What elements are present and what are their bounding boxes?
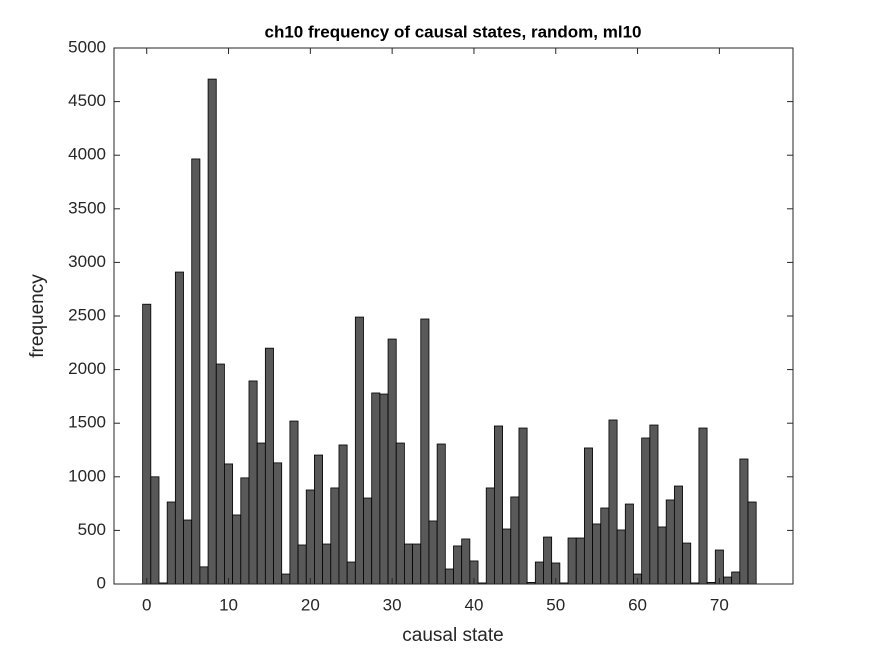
x-tick-label: 0 (142, 595, 151, 614)
bar (322, 543, 332, 585)
bar (363, 497, 373, 585)
bar (297, 544, 307, 585)
bar (215, 363, 225, 585)
bar (207, 78, 217, 585)
x-tick-label: 60 (628, 595, 647, 614)
bar (583, 447, 593, 585)
bar (371, 392, 381, 585)
bar (248, 380, 258, 585)
y-tick-label: 1500 (68, 413, 106, 432)
x-tick-label: 30 (383, 595, 402, 614)
y-tick-label: 2000 (68, 359, 106, 378)
y-tick-label: 4000 (68, 145, 106, 164)
bar (174, 271, 184, 585)
x-tick-label: 50 (546, 595, 565, 614)
bar (428, 520, 438, 585)
bar (575, 537, 585, 585)
bar (387, 338, 397, 585)
bar (502, 528, 512, 585)
bar (404, 543, 413, 585)
bar (150, 476, 160, 585)
bar (256, 442, 266, 585)
bar (199, 566, 209, 585)
bar (338, 444, 348, 585)
bar (649, 424, 659, 585)
bar (444, 568, 454, 585)
y-tick-label: 4500 (68, 91, 106, 110)
bar (739, 458, 749, 585)
bar (412, 543, 422, 585)
bar (665, 499, 675, 585)
bar (485, 487, 495, 585)
y-tick-label: 3500 (68, 198, 106, 217)
bar (600, 507, 610, 585)
y-tick-label: 0 (97, 573, 106, 592)
bar (616, 529, 626, 585)
bar (567, 537, 577, 585)
bar (191, 158, 201, 585)
y-axis-label: frequency (27, 274, 48, 358)
bar (518, 427, 528, 585)
bar (641, 437, 651, 585)
chart-title: ch10 frequency of causal states, random,… (265, 22, 642, 41)
y-tick-label: 1000 (68, 466, 106, 485)
bar (436, 443, 446, 585)
y-tick-label: 5000 (68, 37, 106, 56)
bar (305, 489, 315, 585)
x-tick-label: 40 (464, 595, 483, 614)
y-tick-label: 3000 (68, 252, 106, 271)
bar (232, 514, 242, 585)
bar (747, 501, 757, 585)
bar (166, 501, 176, 585)
bar (723, 576, 733, 585)
bar (183, 519, 193, 585)
bar (273, 462, 283, 585)
y-tick-label: 500 (78, 520, 106, 539)
bar (592, 523, 602, 585)
bar (461, 538, 471, 585)
bar (314, 454, 324, 585)
bar (330, 487, 340, 585)
bar (453, 545, 463, 585)
bar (142, 303, 152, 585)
bar (224, 463, 234, 585)
bar (395, 442, 405, 585)
bar (608, 419, 618, 585)
bar (264, 347, 274, 585)
x-tick-label: 20 (301, 595, 320, 614)
bar (379, 393, 389, 585)
bar (289, 420, 299, 585)
bar (543, 536, 553, 585)
bar (624, 503, 634, 585)
x-tick-label: 10 (219, 595, 238, 614)
bar (698, 427, 708, 585)
bar (731, 571, 741, 585)
y-tick-label: 2500 (68, 305, 106, 324)
bar (673, 485, 683, 585)
bar (657, 526, 667, 585)
x-tick-label: 70 (710, 595, 729, 614)
bar (534, 561, 544, 585)
bar (682, 542, 692, 585)
bar (346, 561, 356, 585)
bar (420, 318, 430, 585)
x-axis-label: causal state (402, 625, 503, 646)
bar (494, 425, 503, 585)
bar (354, 316, 364, 585)
bar (510, 496, 520, 585)
bar (281, 573, 291, 585)
bar (240, 477, 250, 585)
